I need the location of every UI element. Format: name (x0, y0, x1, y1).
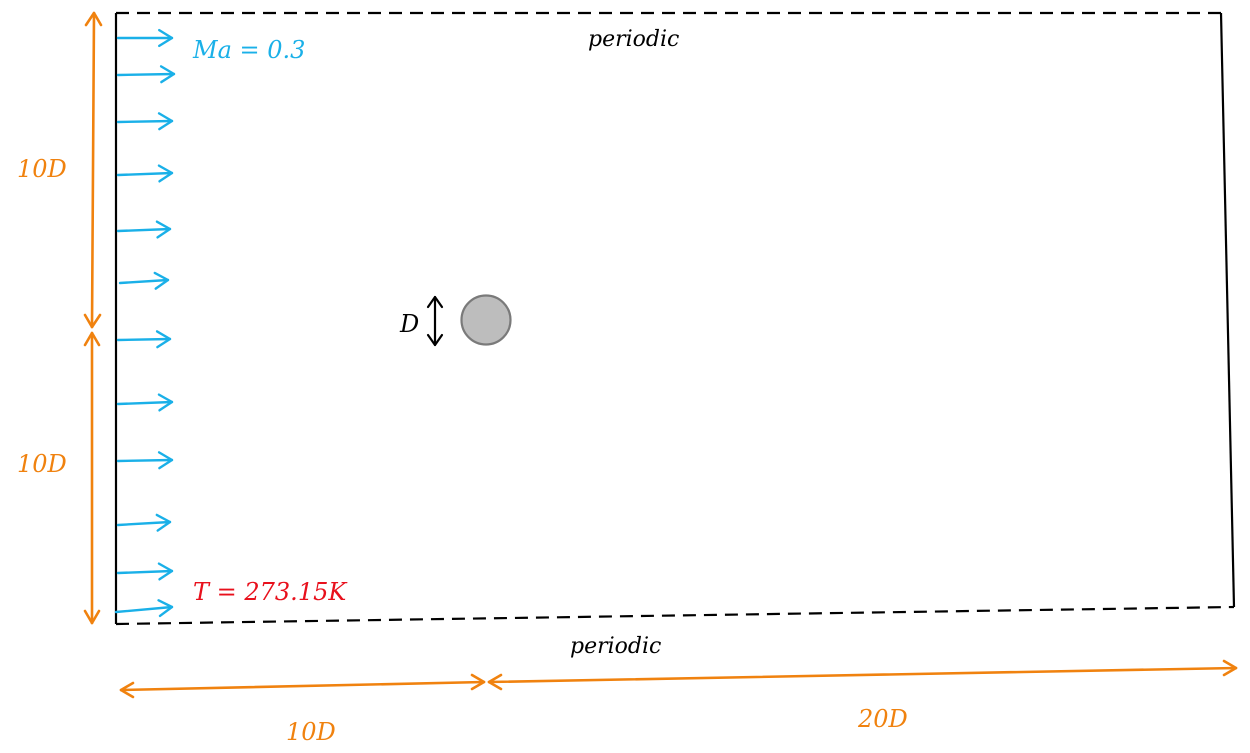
downstream-length-label: 20D (857, 705, 908, 733)
upper-height-dimension-arrow (83, 11, 103, 329)
inflow-arrow (116, 451, 174, 470)
inflow-arrow (116, 220, 172, 239)
outlet-boundary (1219, 12, 1236, 608)
inflow-arrow (116, 393, 174, 412)
downstream-length-dimension-arrow (487, 659, 1238, 691)
bottom-periodic-label: periodic (570, 634, 661, 659)
bottom-periodic-boundary (115, 605, 1235, 626)
inflow-arrow (116, 562, 174, 581)
inflow-arrow (116, 330, 172, 349)
mach-number-label: Ma = 0.3 (192, 36, 305, 64)
inflow-velocity-arrows (114, 28, 176, 618)
lower-height-label: 10D (17, 450, 67, 478)
diameter-label: D (399, 310, 419, 338)
top-periodic-label: periodic (588, 27, 679, 52)
lower-height-dimension-arrow (83, 331, 101, 625)
inflow-arrow (116, 28, 174, 48)
inflow-arrow (114, 599, 174, 618)
inflow-arrow (116, 513, 172, 532)
inflow-arrow (116, 65, 176, 84)
upstream-length-dimension-arrow (119, 673, 486, 699)
upper-height-label: 10D (17, 155, 67, 183)
upstream-length-label: 10D (286, 718, 336, 746)
inflow-arrow (116, 112, 174, 131)
cylinder (460, 294, 512, 346)
diameter-arrow (426, 295, 444, 347)
inflow-arrow (118, 271, 170, 290)
inflow-arrow (116, 164, 174, 183)
temperature-label: T = 273.15K (193, 578, 348, 606)
